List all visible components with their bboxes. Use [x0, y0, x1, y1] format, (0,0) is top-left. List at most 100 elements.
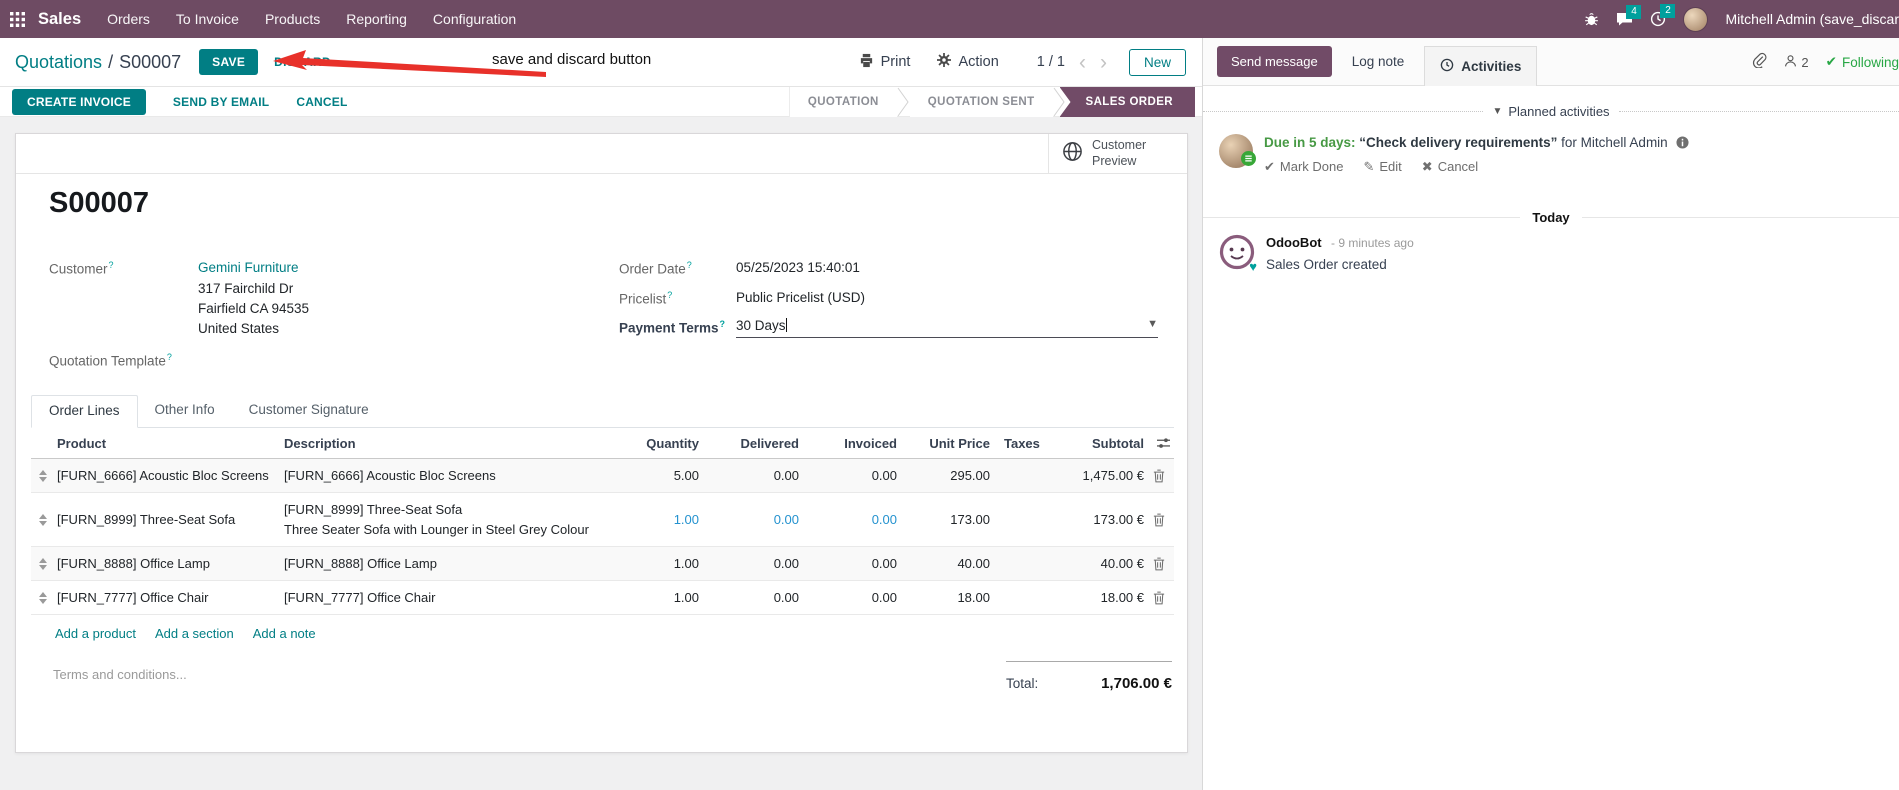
- send-by-email-button[interactable]: SEND BY EMAIL: [172, 94, 270, 109]
- pricelist-value[interactable]: Public Pricelist (USD): [736, 290, 866, 305]
- trash-icon[interactable]: [1146, 582, 1172, 614]
- activity-clock-icon[interactable]: 2: [1650, 4, 1676, 27]
- paperclip-icon[interactable]: [1752, 52, 1767, 73]
- stage-quotation-sent[interactable]: QUOTATION SENT: [909, 87, 1053, 117]
- cell-product: [FURN_8999] Three-Seat Sofa: [57, 512, 236, 527]
- messages-icon[interactable]: 4: [1616, 4, 1642, 27]
- quotation-template-label: Quotation Template?: [49, 352, 172, 369]
- payment-terms-field[interactable]: 30 Days ▼: [736, 318, 1158, 338]
- col-taxes: Taxes: [1004, 436, 1040, 451]
- bug-icon[interactable]: [1584, 11, 1599, 27]
- cell-product: [FURN_6666] Acoustic Bloc Screens: [57, 468, 269, 483]
- message-author[interactable]: OdooBot: [1266, 235, 1322, 250]
- action-menu-button[interactable]: Action: [937, 53, 999, 71]
- caret-down-icon: ▼: [1492, 106, 1503, 117]
- send-message-button[interactable]: Send message: [1217, 46, 1332, 77]
- form-sheet: Customer Preview S00007 Customer? Gemini…: [15, 133, 1188, 753]
- user-name[interactable]: Mitchell Admin (save_discar: [1725, 11, 1899, 27]
- breadcrumb-quotations[interactable]: Quotations: [15, 51, 103, 72]
- nav-item-configuration[interactable]: Configuration: [432, 11, 517, 27]
- order-line-row[interactable]: [FURN_8999] Three-Seat Sofa [FURN_8999] …: [31, 493, 1174, 547]
- col-unit-price: Unit Price: [929, 436, 990, 451]
- notebook-tabs: Order Lines Other Info Customer Signatur…: [31, 395, 1174, 428]
- activity-avatar: [1219, 134, 1256, 168]
- payment-terms-label: Payment Terms?: [619, 319, 726, 336]
- info-icon[interactable]: [1676, 136, 1690, 152]
- order-line-row[interactable]: [FURN_8888] Office Lamp [FURN_8888] Offi…: [31, 547, 1174, 581]
- trash-icon[interactable]: [1146, 460, 1172, 492]
- add-a-section-link[interactable]: Add a section: [154, 626, 234, 641]
- col-subtotal: Subtotal: [1092, 436, 1144, 451]
- message-body: Sales Order created: [1266, 257, 1387, 272]
- cell-taxes: [992, 511, 1054, 529]
- breadcrumb-separator: /: [108, 51, 114, 72]
- nav-item-orders[interactable]: Orders: [107, 11, 150, 27]
- stage-chevron-icon: [1053, 87, 1066, 117]
- printer-icon: [859, 53, 874, 72]
- chatter-message: ♥ OdooBot - 9 minutes ago Sales Order cr…: [1219, 234, 1414, 274]
- cell-subtotal: 1,475.00 €: [1082, 468, 1144, 483]
- print-button[interactable]: Print: [859, 53, 910, 72]
- drag-handle-icon[interactable]: [31, 549, 55, 579]
- stage-sales-order[interactable]: SALES ORDER: [1059, 87, 1195, 117]
- odoobot-avatar: ♥: [1219, 234, 1257, 274]
- order-line-row[interactable]: [FURN_7777] Office Chair [FURN_7777] Off…: [31, 581, 1174, 615]
- apps-grid-icon[interactable]: [0, 11, 38, 27]
- planned-activities-divider: ▼ Planned activities: [1203, 104, 1899, 119]
- nav-item-products[interactable]: Products: [264, 11, 321, 27]
- customer-name-link[interactable]: Gemini Furniture: [198, 260, 299, 275]
- cancel-activity-button[interactable]: ✖ Cancel: [1421, 159, 1479, 174]
- customer-preview-button[interactable]: Customer Preview: [1048, 134, 1187, 173]
- cell-subtotal: 40.00 €: [1100, 556, 1144, 571]
- planned-activities-toggle[interactable]: ▼ Planned activities: [1492, 104, 1610, 119]
- create-invoice-button[interactable]: CREATE INVOICE: [12, 88, 146, 115]
- order-line-row[interactable]: [FURN_6666] Acoustic Bloc Screens [FURN_…: [31, 459, 1174, 493]
- pager-next-icon[interactable]: ›: [1099, 50, 1107, 74]
- drag-handle-icon[interactable]: [31, 505, 55, 535]
- terms-placeholder[interactable]: Terms and conditions...: [53, 667, 187, 682]
- cell-invoiced: 0.00: [871, 512, 897, 527]
- tab-customer-signature[interactable]: Customer Signature: [248, 402, 369, 417]
- following-button[interactable]: ✔ Following: [1825, 54, 1899, 70]
- cell-description: [FURN_8999] Three-Seat Sofa Three Seater …: [284, 502, 589, 537]
- user-avatar[interactable]: [1683, 6, 1709, 32]
- nav-item-reporting[interactable]: Reporting: [346, 11, 407, 27]
- save-button[interactable]: SAVE: [199, 49, 259, 75]
- activity-assignee: for Mitchell Admin: [1561, 135, 1668, 150]
- x-icon: ✖: [1421, 159, 1433, 174]
- add-a-product-link[interactable]: Add a product: [55, 626, 136, 641]
- trash-icon[interactable]: [1146, 548, 1172, 580]
- cell-quantity: 1.00: [673, 556, 699, 571]
- optional-columns-icon[interactable]: [1146, 429, 1172, 457]
- tab-order-lines[interactable]: Order Lines: [31, 395, 138, 428]
- tab-other-info[interactable]: Other Info: [154, 402, 215, 417]
- cell-product: [FURN_8888] Office Lamp: [57, 556, 210, 571]
- stage-quotation[interactable]: QUOTATION: [789, 87, 897, 117]
- mark-done-button[interactable]: ✔ Mark Done: [1264, 159, 1344, 174]
- followers-button[interactable]: 2: [1784, 54, 1809, 71]
- customer-label: Customer?: [49, 260, 114, 277]
- order-title: S00007: [49, 187, 149, 219]
- pager-prev-icon[interactable]: ‹: [1078, 50, 1086, 74]
- followers-count: 2: [1801, 54, 1809, 70]
- check-icon: ✔: [1264, 159, 1275, 174]
- cancel-button[interactable]: CANCEL: [296, 94, 348, 109]
- cell-description: [FURN_8888] Office Lamp: [284, 556, 437, 571]
- activity-item: Due in 5 days: “Check delivery requireme…: [1219, 134, 1690, 175]
- customer-address-line2: Fairfield CA 94535: [198, 301, 310, 316]
- drag-handle-icon[interactable]: [31, 461, 55, 491]
- app-name[interactable]: Sales: [38, 9, 82, 28]
- add-a-note-link[interactable]: Add a note: [252, 626, 316, 641]
- edit-activity-button[interactable]: ✎ Edit: [1363, 159, 1402, 174]
- order-date-value[interactable]: 05/25/2023 15:40:01: [736, 260, 860, 275]
- drag-handle-icon[interactable]: [31, 583, 55, 613]
- discard-button[interactable]: DISCARD: [274, 55, 331, 69]
- customer-address-line1: 317 Fairchild Dr: [198, 281, 294, 296]
- new-button[interactable]: New: [1128, 48, 1186, 76]
- cell-description: [FURN_6666] Acoustic Bloc Screens: [284, 468, 496, 483]
- trash-icon[interactable]: [1146, 504, 1172, 536]
- chevron-down-icon[interactable]: ▼: [1147, 318, 1158, 330]
- nav-item-to-invoice[interactable]: To Invoice: [175, 11, 239, 27]
- log-note-button[interactable]: Log note: [1351, 54, 1405, 69]
- activities-button[interactable]: Activities: [1424, 45, 1538, 86]
